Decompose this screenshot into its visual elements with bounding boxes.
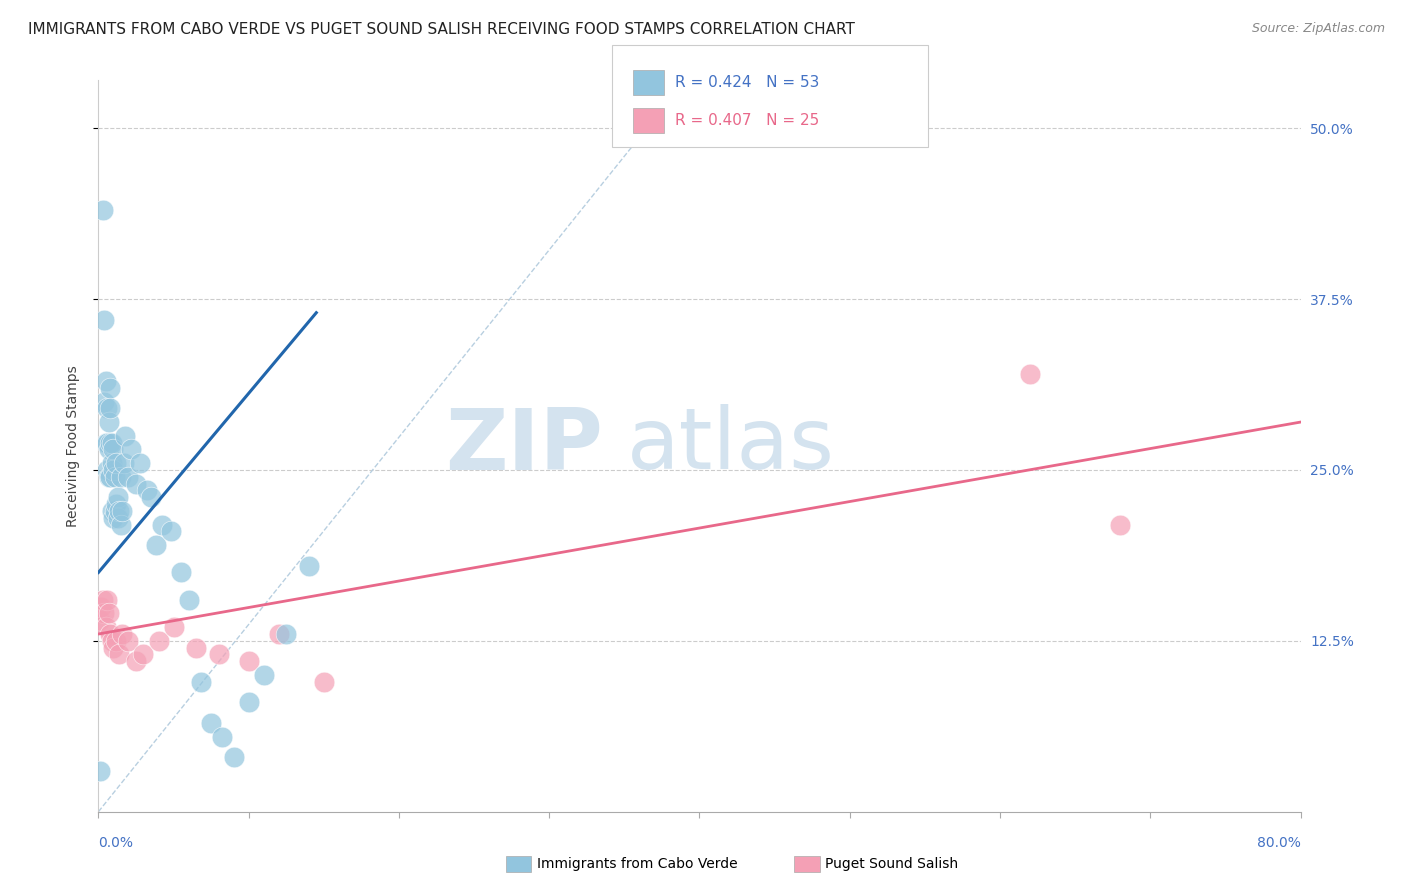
Point bbox=[200, 715, 222, 730]
Text: Source: ZipAtlas.com: Source: ZipAtlas.com bbox=[1251, 22, 1385, 36]
Point bbox=[108, 504, 131, 518]
Point bbox=[125, 476, 148, 491]
Point bbox=[298, 558, 321, 573]
Point bbox=[94, 435, 117, 450]
Point bbox=[97, 442, 120, 457]
Point bbox=[190, 674, 212, 689]
Point bbox=[96, 592, 118, 607]
Point bbox=[103, 442, 125, 457]
Point bbox=[135, 483, 157, 498]
Point bbox=[105, 633, 128, 648]
Point bbox=[208, 648, 231, 662]
Point bbox=[96, 463, 118, 477]
Point bbox=[91, 203, 114, 218]
Point bbox=[105, 497, 128, 511]
Point bbox=[103, 463, 125, 477]
Text: atlas: atlas bbox=[627, 404, 835, 488]
Point bbox=[267, 627, 290, 641]
Point bbox=[125, 654, 148, 668]
Point bbox=[132, 648, 155, 662]
Point bbox=[150, 517, 173, 532]
Point bbox=[100, 401, 122, 416]
Point bbox=[170, 566, 193, 580]
Point bbox=[112, 456, 135, 470]
Point bbox=[96, 401, 118, 416]
Point bbox=[114, 429, 136, 443]
Point bbox=[104, 504, 127, 518]
Point bbox=[103, 640, 125, 655]
Point bbox=[97, 415, 120, 429]
Point bbox=[94, 374, 117, 388]
Point bbox=[110, 517, 132, 532]
Point bbox=[139, 490, 162, 504]
Point bbox=[111, 627, 134, 641]
Point bbox=[107, 510, 129, 524]
Point bbox=[101, 504, 124, 518]
Text: 80.0%: 80.0% bbox=[1257, 836, 1301, 850]
Point bbox=[93, 394, 115, 409]
Text: Puget Sound Salish: Puget Sound Salish bbox=[825, 857, 959, 871]
Point bbox=[96, 435, 118, 450]
Point bbox=[97, 469, 120, 483]
Point bbox=[101, 456, 124, 470]
Point bbox=[145, 538, 167, 552]
Point bbox=[93, 312, 115, 326]
Point bbox=[93, 607, 115, 621]
Text: Immigrants from Cabo Verde: Immigrants from Cabo Verde bbox=[537, 857, 738, 871]
Point bbox=[162, 620, 184, 634]
Point bbox=[129, 456, 152, 470]
Point bbox=[107, 490, 129, 504]
Point bbox=[108, 648, 131, 662]
Point bbox=[100, 435, 122, 450]
Point bbox=[117, 469, 139, 483]
Point bbox=[110, 469, 132, 483]
Point bbox=[103, 510, 125, 524]
Point bbox=[90, 599, 112, 614]
Point bbox=[253, 668, 276, 682]
Point bbox=[100, 627, 122, 641]
Point bbox=[105, 456, 128, 470]
Point bbox=[238, 695, 260, 709]
Point bbox=[100, 469, 122, 483]
Text: R = 0.407   N = 25: R = 0.407 N = 25 bbox=[675, 113, 820, 128]
Point bbox=[97, 607, 120, 621]
Point bbox=[89, 613, 111, 627]
Point bbox=[177, 592, 200, 607]
Point bbox=[276, 627, 298, 641]
Point bbox=[94, 620, 117, 634]
Point bbox=[91, 592, 114, 607]
Point bbox=[159, 524, 181, 539]
Point bbox=[104, 469, 127, 483]
Point bbox=[238, 654, 260, 668]
Point bbox=[89, 764, 111, 778]
Text: 0.0%: 0.0% bbox=[98, 836, 134, 850]
Point bbox=[111, 504, 134, 518]
Point bbox=[101, 435, 124, 450]
Point bbox=[222, 750, 245, 764]
Point bbox=[211, 730, 233, 744]
Text: ZIP: ZIP bbox=[446, 404, 603, 488]
Point bbox=[1109, 517, 1132, 532]
Text: IMMIGRANTS FROM CABO VERDE VS PUGET SOUND SALISH RECEIVING FOOD STAMPS CORRELATI: IMMIGRANTS FROM CABO VERDE VS PUGET SOUN… bbox=[28, 22, 855, 37]
Point bbox=[101, 633, 124, 648]
Text: R = 0.424   N = 53: R = 0.424 N = 53 bbox=[675, 76, 820, 90]
Point bbox=[184, 640, 207, 655]
Point bbox=[117, 633, 139, 648]
Point bbox=[1019, 368, 1042, 382]
Point bbox=[312, 674, 335, 689]
Point bbox=[100, 381, 122, 395]
Point bbox=[121, 442, 143, 457]
Point bbox=[148, 633, 170, 648]
Y-axis label: Receiving Food Stamps: Receiving Food Stamps bbox=[66, 365, 80, 527]
